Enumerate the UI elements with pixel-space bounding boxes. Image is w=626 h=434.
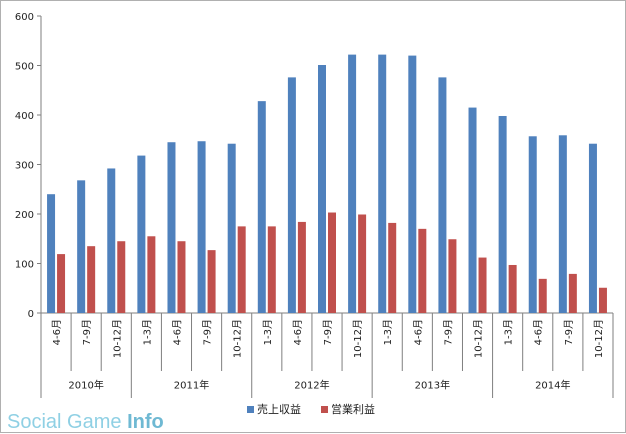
bar-revenue	[588, 143, 597, 313]
x-tick-label: 10-12月	[593, 319, 605, 358]
x-tick-label: 10-12月	[111, 319, 123, 358]
x-tick-label: 1-3月	[382, 319, 394, 345]
x-tick-label: 4-6月	[412, 319, 424, 345]
legend-swatch	[321, 406, 328, 413]
bar-revenue	[257, 101, 266, 313]
bar-operating-profit	[147, 236, 156, 313]
bar-revenue	[287, 77, 296, 313]
year-label: 2013年	[415, 379, 450, 392]
x-tick-label: 7-9月	[202, 319, 214, 345]
bar-revenue	[47, 194, 56, 313]
bar-operating-profit	[508, 264, 517, 313]
bar-operating-profit	[57, 254, 66, 313]
bar-revenue	[348, 54, 357, 314]
bars	[47, 54, 607, 314]
y-tick-label: 0	[28, 309, 34, 320]
y-tick-label: 100	[15, 260, 34, 271]
y-tick-label: 200	[15, 210, 34, 221]
legend-swatch	[247, 406, 254, 413]
bar-operating-profit	[117, 241, 126, 313]
bar-operating-profit	[328, 212, 336, 313]
bar-revenue	[77, 180, 86, 313]
bar-operating-profit	[267, 226, 276, 313]
bar-operating-profit	[177, 241, 186, 313]
year-label: 2011年	[174, 379, 209, 392]
bar-operating-profit	[598, 287, 607, 313]
watermark-logo: Social Game Info	[7, 411, 164, 433]
legend-label: 売上収益	[257, 402, 301, 416]
x-tick-labels: 4-6月 7-9月 10-12月 1-3月 4-6月 7-9月 10-12月 1-3月 4-6月…	[40, 313, 614, 398]
year-label: 2012年	[294, 379, 329, 392]
watermark-text-strong: Info	[127, 411, 164, 433]
x-tick-label: 7-9月	[442, 319, 454, 345]
bar-revenue	[468, 107, 477, 313]
x-tick-label: 1-3月	[141, 319, 153, 345]
x-tick-label: 1-3月	[503, 319, 515, 345]
y-tick-label: 400	[15, 111, 34, 122]
legend: 売上収益 営業利益	[247, 402, 375, 416]
y-tick-label: 300	[15, 161, 34, 172]
y-tick-label: 500	[15, 62, 34, 73]
bar-operating-profit	[207, 250, 216, 313]
bar-revenue	[408, 55, 417, 313]
x-tick-label: 7-9月	[322, 319, 334, 345]
x-tick-label: 4-6月	[292, 319, 304, 345]
x-tick-label: 4-6月	[171, 319, 183, 345]
bar-operating-profit	[478, 257, 487, 313]
bar-operating-profit	[87, 246, 96, 313]
x-tick-label: 4-6月	[51, 319, 63, 345]
bar-revenue	[227, 143, 236, 313]
bar-revenue	[378, 54, 387, 314]
bar-revenue	[167, 142, 176, 313]
y-tick-label: 600	[15, 12, 34, 23]
bar-revenue	[558, 135, 567, 313]
bar-operating-profit	[418, 228, 427, 313]
legend-label: 営業利益	[331, 402, 375, 416]
bar-revenue	[528, 136, 537, 313]
x-tick-label: 4-6月	[533, 319, 545, 345]
year-label: 2010年	[68, 379, 103, 392]
bar-revenue	[438, 77, 447, 313]
x-tick-label: 1-3月	[262, 319, 274, 345]
bar-revenue	[197, 141, 206, 313]
bar-operating-profit	[388, 222, 397, 313]
x-tick-label: 10-12月	[232, 319, 244, 358]
bar-revenue	[498, 115, 507, 314]
bar-revenue	[107, 168, 116, 313]
bar-operating-profit	[538, 278, 547, 313]
bar-operating-profit	[297, 221, 306, 313]
x-tick-label: 10-12月	[352, 319, 364, 358]
bar-revenue	[137, 155, 146, 313]
bar-revenue	[318, 65, 326, 313]
axes: 0 100 200 300 400 500 600	[15, 12, 613, 320]
bar-operating-profit	[237, 226, 246, 313]
x-tick-label: 10-12月	[473, 319, 485, 358]
bar-operating-profit	[448, 239, 457, 313]
x-tick-label: 7-9月	[563, 319, 575, 345]
watermark-text: Social Game	[7, 411, 127, 433]
year-label: 2014年	[535, 379, 570, 392]
x-tick-label: 7-9月	[81, 319, 93, 345]
bar-operating-profit	[358, 214, 367, 313]
bar-operating-profit	[568, 273, 577, 313]
